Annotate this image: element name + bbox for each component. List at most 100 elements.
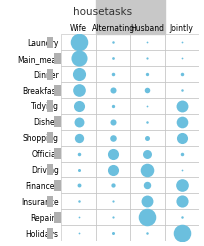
Bar <box>164 130 198 146</box>
Bar <box>130 114 164 130</box>
Point <box>179 120 182 124</box>
Point <box>145 168 148 171</box>
Point <box>145 152 148 156</box>
Point <box>179 168 182 171</box>
Text: housetasks: housetasks <box>73 7 131 17</box>
Point <box>111 199 114 203</box>
Bar <box>130 225 164 241</box>
Point <box>145 184 148 187</box>
Point <box>77 168 80 171</box>
Point <box>179 72 182 76</box>
Point <box>77 56 80 60</box>
Bar <box>95 98 130 114</box>
Point <box>111 72 114 76</box>
Point <box>179 40 182 44</box>
Point <box>145 56 148 60</box>
Bar <box>95 146 130 162</box>
Bar <box>130 130 164 146</box>
Bar <box>164 98 198 114</box>
Bar <box>95 82 130 98</box>
Bar <box>95 34 130 50</box>
Bar <box>61 98 95 114</box>
Bar <box>130 193 164 209</box>
Bar <box>130 162 164 178</box>
Bar <box>130 66 164 82</box>
Bar <box>95 66 130 82</box>
Bar <box>164 114 198 130</box>
Point <box>145 231 148 235</box>
Bar <box>61 114 95 130</box>
Point <box>145 136 148 140</box>
Bar <box>130 50 164 66</box>
Point <box>111 215 114 219</box>
Point <box>179 88 182 92</box>
Bar <box>95 225 130 241</box>
Bar <box>61 178 95 193</box>
Bar <box>130 146 164 162</box>
Bar <box>61 162 95 178</box>
Point <box>77 199 80 203</box>
Point <box>77 40 80 44</box>
Point <box>111 231 114 235</box>
Bar <box>95 0 164 34</box>
Point <box>111 184 114 187</box>
Bar <box>61 66 95 82</box>
Point <box>77 184 80 187</box>
Point <box>77 231 80 235</box>
Point <box>77 215 80 219</box>
Point <box>111 168 114 171</box>
Bar <box>61 34 95 50</box>
Point <box>179 104 182 108</box>
Point <box>179 199 182 203</box>
Bar <box>61 193 95 209</box>
Bar <box>95 114 130 130</box>
Point <box>179 56 182 60</box>
Bar <box>164 225 198 241</box>
Point <box>111 88 114 92</box>
Bar <box>95 178 130 193</box>
Bar <box>95 209 130 225</box>
Point <box>111 56 114 60</box>
Bar <box>164 209 198 225</box>
Point <box>179 152 182 156</box>
Point <box>145 40 148 44</box>
Bar <box>164 66 198 82</box>
Point <box>77 104 80 108</box>
Point <box>77 136 80 140</box>
Point <box>145 215 148 219</box>
Point <box>77 72 80 76</box>
Bar <box>61 146 95 162</box>
Point <box>111 104 114 108</box>
Point <box>179 184 182 187</box>
Bar <box>164 162 198 178</box>
Bar <box>61 209 95 225</box>
Bar <box>130 82 164 98</box>
Bar <box>130 98 164 114</box>
Bar <box>164 82 198 98</box>
Bar <box>95 50 130 66</box>
Bar <box>130 34 164 50</box>
Bar <box>95 130 130 146</box>
Bar <box>164 34 198 50</box>
Point <box>111 136 114 140</box>
Point <box>77 152 80 156</box>
Point <box>111 120 114 124</box>
Point <box>111 40 114 44</box>
Bar <box>95 162 130 178</box>
Point <box>145 88 148 92</box>
Bar <box>61 82 95 98</box>
Point <box>145 199 148 203</box>
Bar <box>61 50 95 66</box>
Bar <box>61 225 95 241</box>
Point <box>179 215 182 219</box>
Point <box>145 104 148 108</box>
Bar <box>95 193 130 209</box>
Bar <box>164 50 198 66</box>
Bar <box>130 209 164 225</box>
Bar <box>61 130 95 146</box>
Point <box>77 120 80 124</box>
Bar <box>164 178 198 193</box>
Point <box>145 72 148 76</box>
Point <box>145 120 148 124</box>
Point <box>77 88 80 92</box>
